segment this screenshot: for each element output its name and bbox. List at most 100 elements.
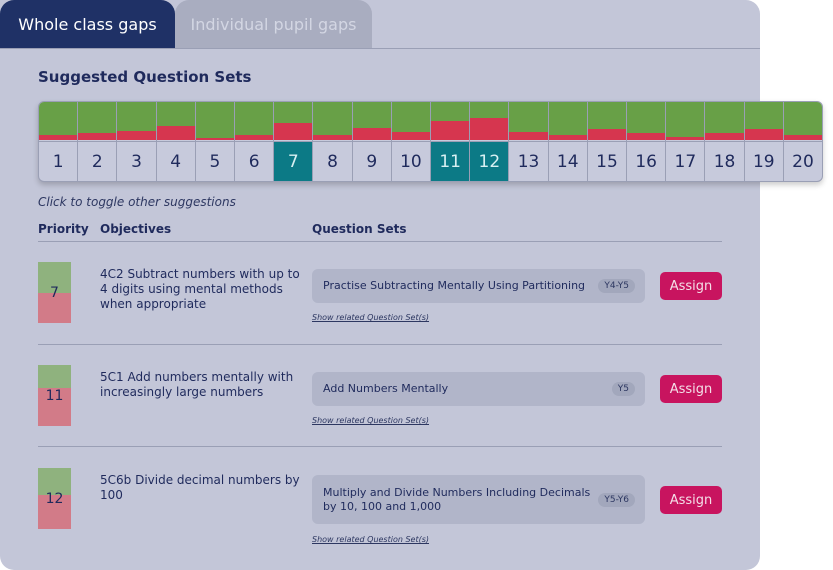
priority-toggle-2[interactable]: 2 [78,102,118,181]
assign-button[interactable]: Assign [660,375,722,403]
priority-toggle-19[interactable]: 19 [744,102,784,181]
question-set-item[interactable]: Practise Subtracting Mentally Using Part… [312,269,645,303]
priority-number-label: 7 [274,141,313,181]
gap-bar-red [274,122,313,140]
priority-toggle-20[interactable]: 20 [783,102,822,181]
priority-red-bar [38,292,71,323]
gap-bar-red [470,117,509,140]
priority-toggle-17[interactable]: 17 [666,102,706,181]
gap-bar-red [548,135,587,140]
gap-bar-red [431,121,470,140]
tab-bar: Whole class gaps Individual pupil gaps [0,0,372,48]
gap-bar-red [391,132,431,140]
year-badge: Y5 [611,382,635,396]
priority-toggle-11[interactable]: 11 [431,102,471,181]
priority-red-bar [38,494,71,529]
priority-toggle-16[interactable]: 16 [627,102,667,181]
year-badge: Y4-Y5 [598,279,635,293]
gap-bar [313,102,352,140]
priority-toggle-10[interactable]: 10 [391,102,432,181]
gaps-panel: Whole class gaps Individual pupil gaps S… [0,0,760,570]
question-set-label: Multiply and Divide Numbers Including De… [323,485,591,513]
priority-number-label: 17 [666,141,705,181]
assign-button[interactable]: Assign [660,486,722,514]
header-divider [38,241,722,242]
row-divider [38,446,722,447]
priority-number-label: 15 [587,141,627,181]
priority-toggle-8[interactable]: 8 [313,102,353,181]
gap-bar [705,102,744,140]
question-set-item[interactable]: Multiply and Divide Numbers Including De… [312,475,645,524]
show-related-link[interactable]: Show related Question Set(s) [312,535,430,544]
priority-number-label: 3 [117,141,156,181]
priority-toggle-15[interactable]: 15 [587,102,628,181]
gap-bar [78,102,117,140]
priority-number-label: 2 [78,141,117,181]
priority-indicator: 11 [38,365,71,426]
gap-bar-red [39,135,78,140]
priority-toggle-14[interactable]: 14 [548,102,588,181]
gap-bar-red [352,127,391,140]
priority-number: 7 [50,284,59,301]
priority-number-label: 5 [195,141,235,181]
priority-toggle-12[interactable]: 12 [470,102,510,181]
show-related-link[interactable]: Show related Question Set(s) [312,416,430,425]
priority-toggle-18[interactable]: 18 [705,102,745,181]
priority-toggle-3[interactable]: 3 [117,102,157,181]
priority-green-bar [38,365,71,389]
gap-bar-red [313,135,352,140]
priority-number-label: 16 [627,141,666,181]
column-header-question-sets: Question Sets [312,222,407,236]
gap-bar [431,102,470,140]
gap-bar [587,102,627,140]
gap-bar-red [509,132,548,140]
priority-toggle-4[interactable]: 4 [156,102,196,181]
assign-button[interactable]: Assign [660,272,722,300]
show-related-link[interactable]: Show related Question Set(s) [312,313,430,322]
priority-number-label: 11 [431,141,470,181]
toggle-hint: Click to toggle other suggestions [38,195,236,209]
section-title: Suggested Question Sets [38,68,252,86]
gap-bar-red [78,133,117,140]
priority-number: 12 [45,490,64,507]
priority-toggle-9[interactable]: 9 [352,102,392,181]
question-set-item[interactable]: Add Numbers Mentally Y5 [312,372,645,406]
priority-toggle-1[interactable]: 1 [39,102,79,181]
priority-toggle-13[interactable]: 13 [509,102,549,181]
gap-bar [627,102,666,140]
priority-toggle-5[interactable]: 5 [195,102,236,181]
tab-whole-class-gaps[interactable]: Whole class gaps [0,0,175,48]
gap-bar [117,102,156,140]
priority-number: 11 [45,387,64,404]
gap-bar [195,102,235,140]
priority-number-label: 1 [39,141,78,181]
question-set-label: Add Numbers Mentally [323,382,449,395]
row-divider [38,344,722,345]
priority-red-bar [38,388,71,426]
gap-bar-red [117,130,156,140]
gap-bar [666,102,705,140]
gap-bar [509,102,548,140]
gap-bar-red [627,133,666,140]
gap-bar-red [587,128,627,140]
objective-text: 5C6b Divide decimal numbers by 100 [100,473,300,502]
gap-bar [156,102,195,140]
priority-number-label: 6 [235,141,274,181]
gap-bar-red [705,133,744,140]
priority-toggle-7[interactable]: 7 [274,102,314,181]
priority-toggle-6[interactable]: 6 [235,102,275,181]
gap-bar [352,102,391,140]
priority-number-label: 13 [509,141,548,181]
objective-text: 4C2 Subtract numbers with up to 4 digits… [100,267,300,311]
priority-indicator: 12 [38,468,71,529]
gap-bar [391,102,431,140]
gap-bar [548,102,587,140]
tab-individual-pupil-gaps[interactable]: Individual pupil gaps [175,0,372,48]
priority-number-label: 18 [705,141,744,181]
priority-number-label: 9 [352,141,391,181]
priority-number-label: 12 [470,141,509,181]
gap-bar-red [744,128,783,140]
gap-bar-red [195,137,235,140]
question-set-label: Practise Subtracting Mentally Using Part… [323,279,586,292]
priority-number-label: 8 [313,141,352,181]
